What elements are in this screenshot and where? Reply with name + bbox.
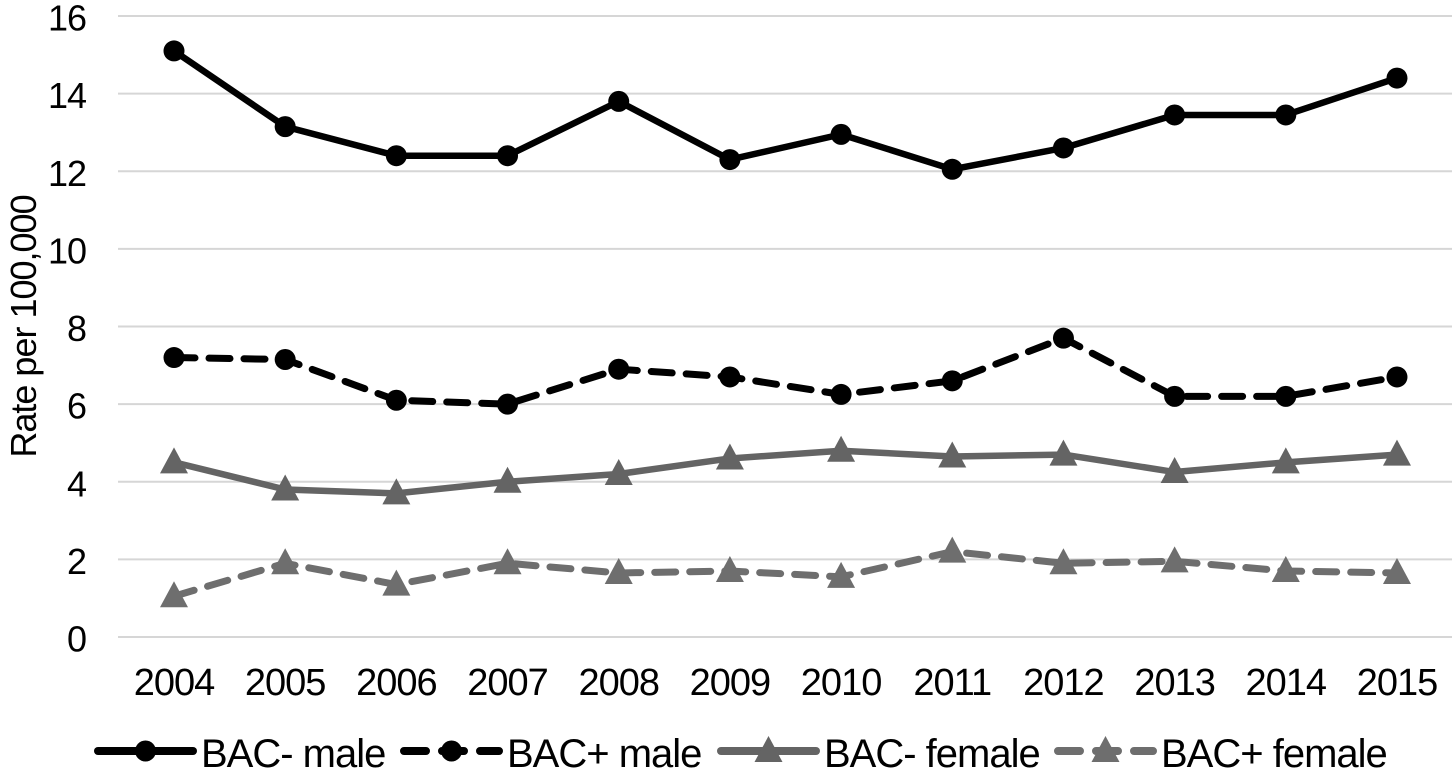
legend-label: BAC- male [201,732,385,775]
legend-item: BAC+ male [400,732,702,775]
data-point-circle-marker [497,145,519,167]
series-line [170,47,1401,173]
data-point-circle-marker [274,348,296,370]
x-axis-tick-label: 2006 [356,662,437,704]
data-point-circle-marker [608,90,630,112]
series-bac-male [163,40,1408,180]
x-axis-tick-label: 2008 [578,662,659,704]
x-axis-tick-label: 2015 [1357,662,1438,704]
legend-item: BAC+ female [1054,732,1388,775]
legend-item: BAC- female [717,732,1041,775]
data-point-triangle-marker [271,474,300,501]
data-point-circle-marker [719,149,741,171]
data-point-circle-marker [385,389,407,411]
data-point-circle-marker [1052,327,1074,349]
y-axis-tick-label: 12 [48,153,86,194]
series-line [170,447,1401,497]
data-point-circle-marker [1275,104,1297,126]
data-point-triangle-marker [827,435,856,462]
data-point-triangle-marker [1049,548,1078,575]
data-point-circle-marker [608,358,630,380]
data-point-triangle-marker [271,548,300,575]
legend-label: BAC+ female [1161,732,1387,775]
x-axis-tick-label: 2013 [1134,662,1215,704]
data-point-triangle-marker [1382,439,1411,466]
data-point-circle-marker [1275,385,1297,407]
data-point-triangle-marker [382,478,411,505]
data-point-triangle-marker [715,556,744,583]
data-point-circle-marker [1386,67,1408,89]
data-point-triangle-marker [604,557,633,584]
data-point-circle-marker [1386,366,1408,388]
y-axis-tick-label: 14 [48,75,86,116]
legend-label: BAC- female [824,732,1040,775]
data-point-triangle-marker [1091,736,1120,762]
x-axis-tick-label: 2009 [690,662,771,704]
y-axis-tick-label: 6 [67,386,86,427]
data-point-triangle-marker [160,581,188,608]
legend-item: BAC- male [94,732,386,775]
data-point-triangle-marker [382,569,411,596]
data-point-circle-marker [274,116,296,138]
legend-label: BAC+ male [507,732,701,775]
series-line [170,334,1401,408]
data-point-circle-marker [830,383,852,405]
data-point-triangle-marker [1271,556,1300,583]
y-axis-title: Rate per 100,000 [3,195,44,457]
data-point-circle-marker [385,145,407,167]
data-point-triangle-marker [827,561,856,588]
data-point-triangle-marker [604,458,633,485]
data-point-triangle-marker [938,441,967,468]
data-point-triangle-marker [1049,439,1078,466]
data-point-triangle-marker [1382,557,1411,584]
data-point-triangle-marker [1271,447,1300,474]
data-point-triangle-marker [493,548,522,575]
data-point-circle-marker [1164,104,1186,126]
x-axis-tick-label: 2005 [245,662,326,704]
data-point-circle-marker [1052,137,1074,159]
data-point-circle-marker [830,123,852,145]
data-point-circle-marker [941,370,963,392]
data-point-circle-marker [719,366,741,388]
data-point-circle-marker [163,40,185,62]
x-axis-tick-label: 2012 [1023,662,1104,704]
x-axis-tick-label: 2007 [467,662,548,704]
data-point-triangle-marker [938,536,967,563]
data-point-triangle-marker [754,736,783,762]
y-axis-tick-label: 4 [67,463,86,504]
y-axis-tick-label: 0 [67,619,86,660]
data-point-circle-marker [1164,385,1186,407]
series-bac-female [160,536,1411,608]
x-axis-tick-label: 2004 [134,662,215,704]
series-bac-female [160,435,1411,505]
data-point-triangle-marker [1160,457,1189,484]
series-line [170,548,1401,600]
data-point-triangle-marker [160,447,188,474]
data-point-triangle-marker [715,443,744,470]
x-axis-tick-label: 2010 [801,662,882,704]
data-point-circle-marker [163,347,185,369]
data-point-triangle-marker [493,466,522,493]
x-axis-tick-label: 2011 [913,662,991,704]
data-point-circle-marker [941,158,963,180]
y-axis-tick-label: 10 [48,230,86,271]
y-axis-tick-label: 8 [67,308,86,349]
data-point-triangle-marker [1160,546,1189,573]
legend: BAC- male BAC+ male BAC- female BAC+ female [94,732,1388,775]
x-axis-tick-label: 2014 [1246,662,1327,704]
data-point-circle-marker [497,393,519,415]
data-point-circle-marker [441,740,462,762]
y-axis-tick-label: 2 [67,541,86,582]
data-point-circle-marker [135,740,156,762]
series-bac-male [163,327,1408,415]
y-axis-tick-label: 16 [48,0,86,39]
